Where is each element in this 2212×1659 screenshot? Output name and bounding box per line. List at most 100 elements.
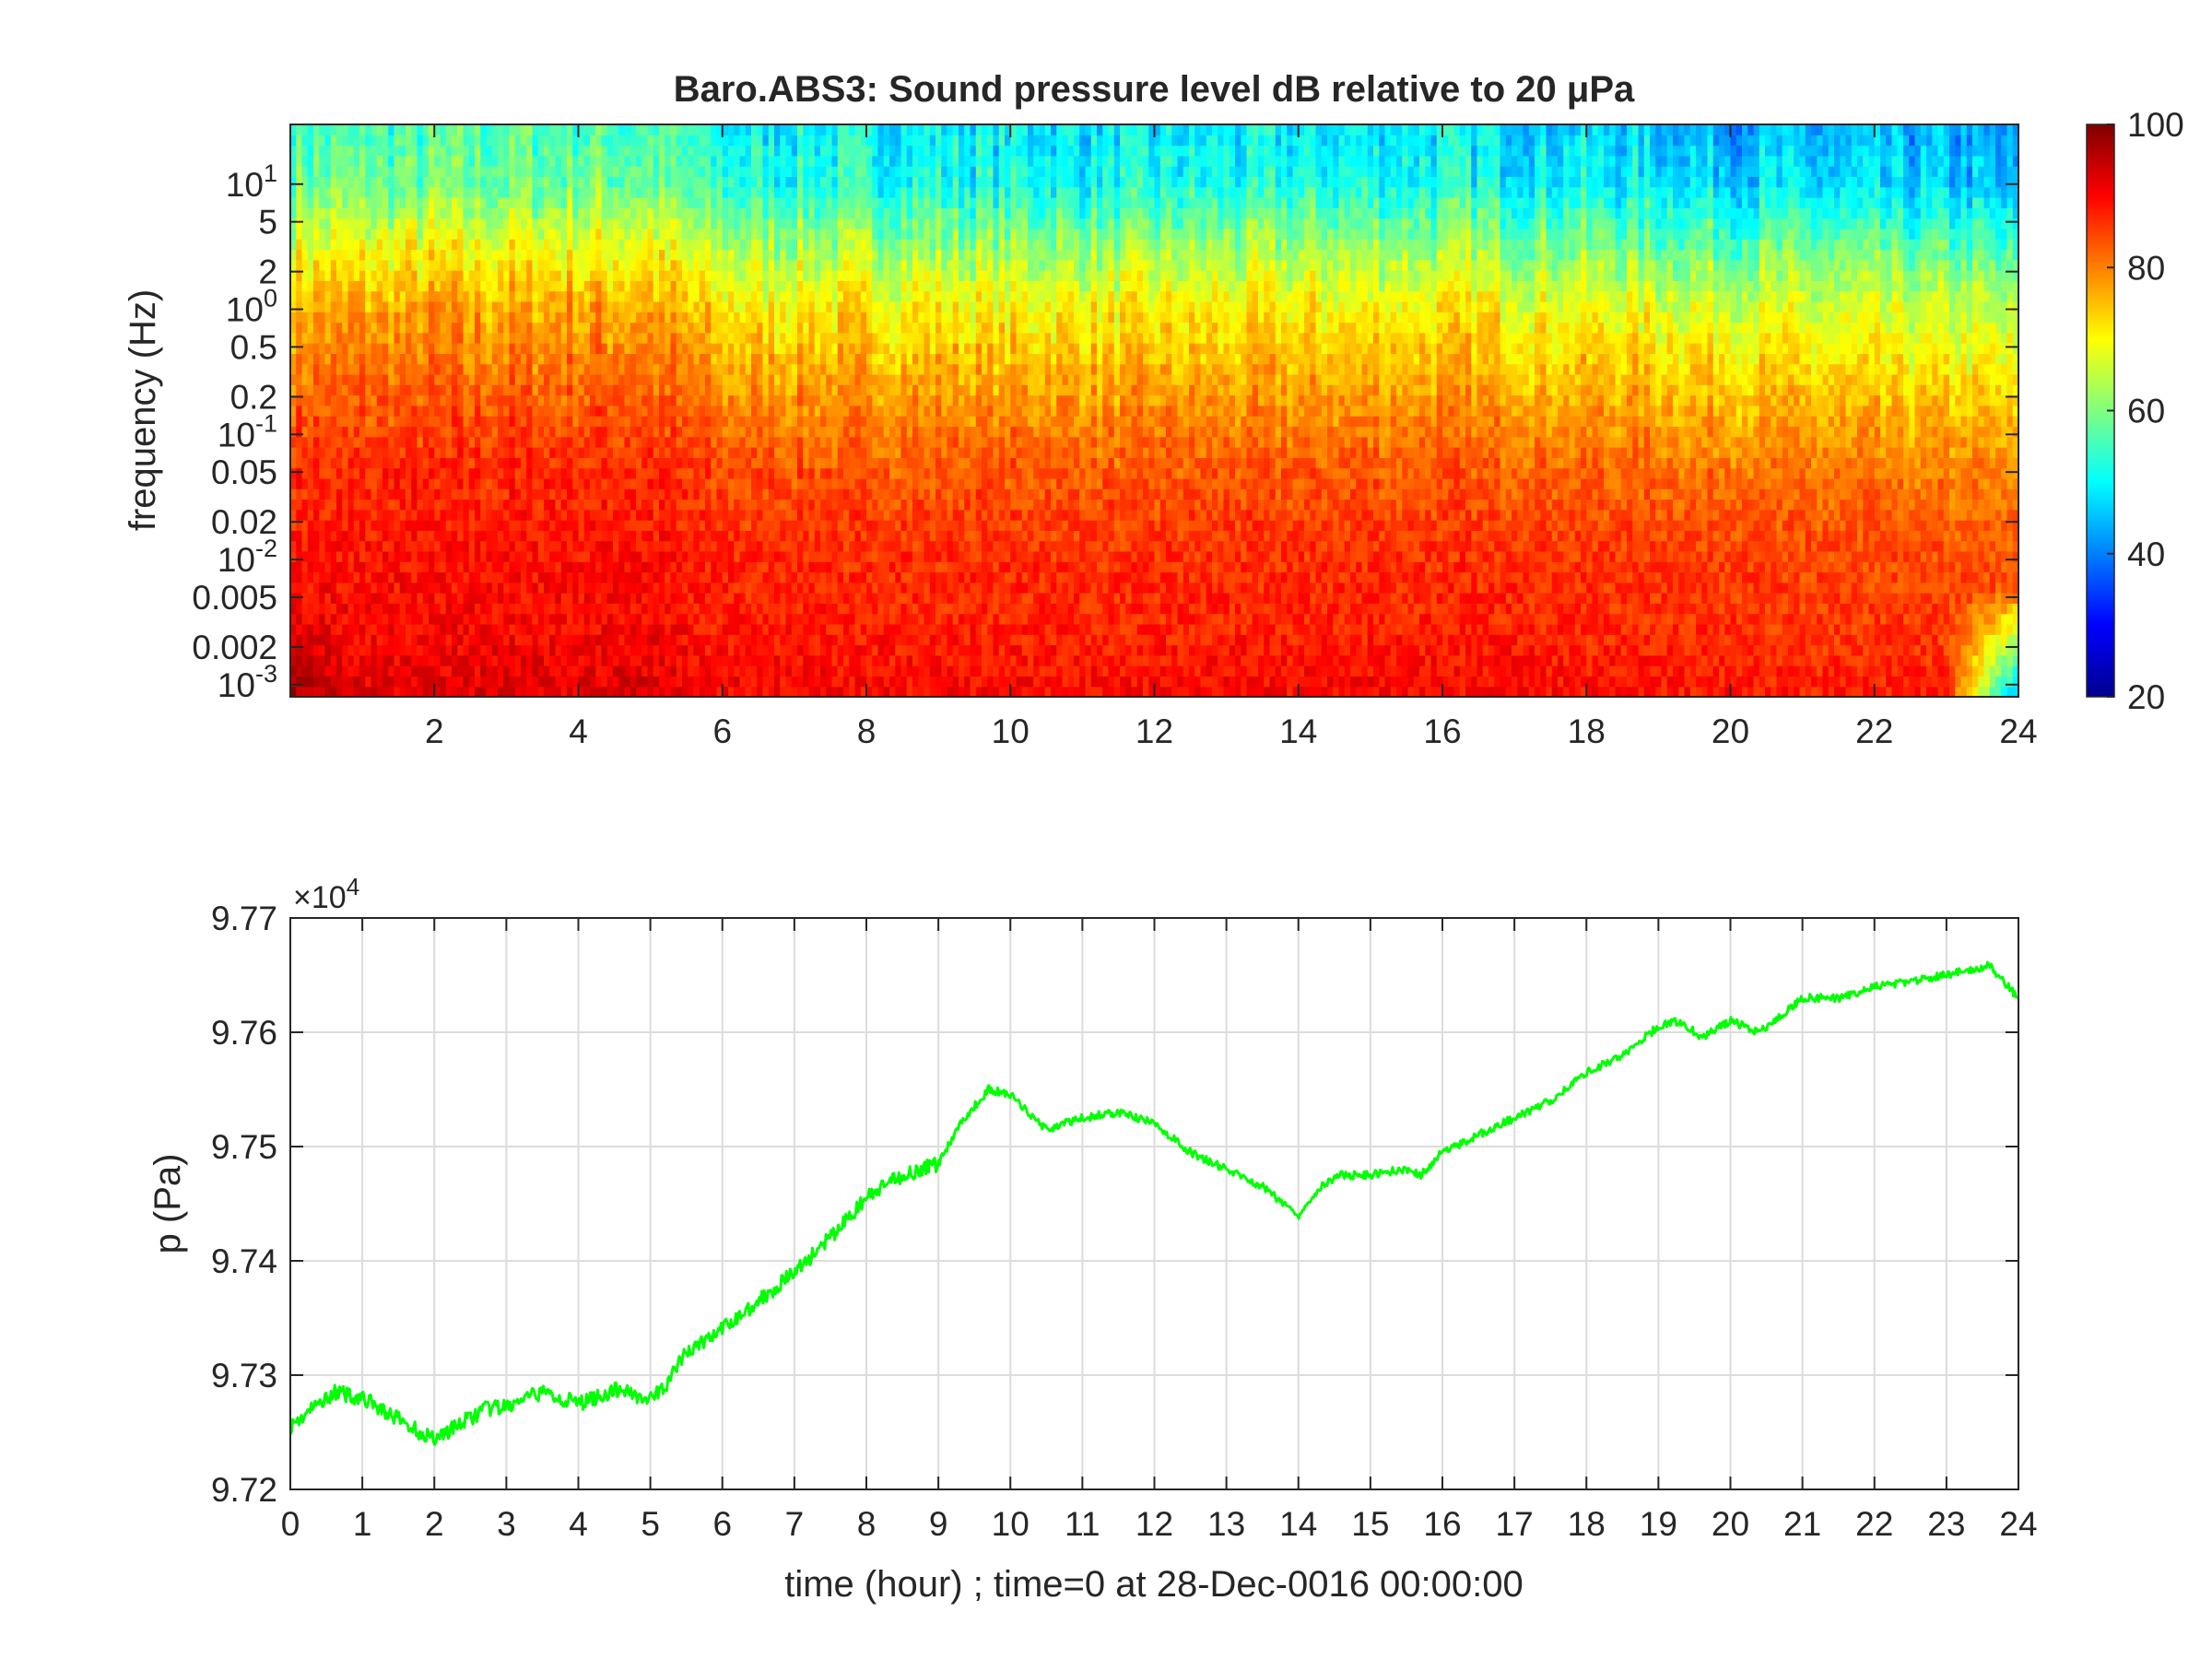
heatmap-cell bbox=[578, 343, 585, 354]
heatmap-cell bbox=[359, 477, 366, 489]
heatmap-cell bbox=[486, 343, 493, 354]
heatmap-cell bbox=[486, 530, 493, 542]
heatmap-cell bbox=[463, 520, 470, 531]
heatmap-cell bbox=[371, 290, 378, 302]
heatmap-cell bbox=[572, 332, 580, 344]
heatmap-cell bbox=[693, 509, 700, 521]
heatmap-cell bbox=[688, 145, 695, 157]
heatmap-cell bbox=[606, 228, 614, 240]
heatmap-cell bbox=[365, 665, 372, 677]
heatmap-cell bbox=[411, 550, 418, 562]
heatmap-cell bbox=[572, 280, 580, 292]
heatmap-cell bbox=[526, 654, 534, 666]
heatmap-cell bbox=[757, 259, 764, 271]
heatmap-cell bbox=[601, 447, 608, 458]
heatmap-cell bbox=[711, 394, 718, 406]
heatmap-cell bbox=[555, 623, 562, 635]
heatmap-cell bbox=[313, 447, 320, 458]
heatmap-cell bbox=[734, 623, 741, 635]
heatmap-cell bbox=[468, 353, 476, 365]
heatmap-cell bbox=[583, 312, 591, 324]
heatmap-cell bbox=[509, 249, 516, 261]
heatmap-cell bbox=[676, 280, 683, 292]
heatmap-cell bbox=[722, 603, 729, 615]
heatmap-cell bbox=[422, 176, 429, 188]
heatmap-cell bbox=[480, 593, 488, 604]
heatmap-cell bbox=[659, 373, 665, 385]
heatmap-cell bbox=[641, 166, 649, 178]
heatmap-cell bbox=[319, 207, 326, 219]
heatmap-cell bbox=[388, 561, 395, 573]
heatmap-cell bbox=[808, 520, 816, 531]
heatmap-cell bbox=[768, 249, 775, 261]
heatmap-cell bbox=[803, 457, 810, 469]
heatmap-cell bbox=[653, 300, 660, 312]
heatmap-cell bbox=[537, 166, 545, 178]
heatmap-cell bbox=[728, 218, 735, 229]
heatmap-cell bbox=[388, 686, 395, 697]
heatmap-cell bbox=[688, 416, 695, 428]
heatmap-cell bbox=[693, 300, 700, 312]
heatmap-cell bbox=[751, 353, 758, 365]
heatmap-cell bbox=[722, 186, 729, 198]
heatmap-cell bbox=[336, 467, 343, 479]
heatmap-cell bbox=[388, 300, 395, 312]
heatmap-cell bbox=[659, 571, 665, 583]
heatmap-cell bbox=[549, 426, 557, 438]
heatmap-cell bbox=[457, 571, 465, 583]
heatmap-cell bbox=[757, 686, 764, 697]
heatmap-cell bbox=[440, 218, 447, 229]
heatmap-cell bbox=[498, 499, 504, 511]
heatmap-cell bbox=[411, 270, 418, 281]
heatmap-cell bbox=[371, 550, 378, 562]
heatmap-cell bbox=[618, 300, 626, 312]
heatmap-cell bbox=[751, 135, 758, 147]
heatmap-cell bbox=[567, 249, 573, 261]
heatmap-cell bbox=[452, 530, 458, 542]
heatmap-cell bbox=[693, 207, 700, 219]
heatmap-cell bbox=[347, 405, 355, 417]
heatmap-cell bbox=[406, 676, 412, 688]
heatmap-cell bbox=[774, 550, 781, 562]
heatmap-cell bbox=[491, 509, 499, 521]
heatmap-cell bbox=[342, 394, 349, 406]
heatmap-cell bbox=[665, 166, 672, 178]
heatmap-cell bbox=[653, 613, 660, 625]
heatmap-cell bbox=[422, 665, 429, 677]
heatmap-cell bbox=[699, 228, 706, 240]
heatmap-cell bbox=[336, 520, 343, 531]
heatmap-cell bbox=[578, 520, 585, 531]
heatmap-cell bbox=[711, 363, 718, 375]
heatmap-cell bbox=[521, 488, 527, 500]
heatmap-cell bbox=[526, 363, 534, 375]
heatmap-cell bbox=[336, 124, 343, 135]
heatmap-cell bbox=[791, 457, 798, 469]
heatmap-cell bbox=[417, 228, 424, 240]
heatmap-cell bbox=[711, 603, 718, 615]
heatmap-cell bbox=[578, 613, 585, 625]
heatmap-cell bbox=[549, 405, 557, 417]
heatmap-cell bbox=[526, 124, 534, 135]
heatmap-cell bbox=[555, 186, 562, 198]
heatmap-cell bbox=[463, 509, 470, 521]
heatmap-cell bbox=[629, 436, 637, 448]
heatmap-cell bbox=[452, 520, 458, 531]
heatmap-cell bbox=[457, 561, 465, 573]
heatmap-cell bbox=[567, 197, 573, 208]
heatmap-cell bbox=[429, 488, 435, 500]
heatmap-cell bbox=[555, 613, 562, 625]
heatmap-cell bbox=[365, 561, 372, 573]
heatmap-cell bbox=[452, 634, 458, 646]
heatmap-cell bbox=[330, 654, 337, 666]
heatmap-cell bbox=[463, 155, 470, 167]
heatmap-cell bbox=[347, 197, 355, 208]
heatmap-cell bbox=[560, 249, 568, 261]
heatmap-cell bbox=[595, 561, 603, 573]
heatmap-cell bbox=[313, 239, 320, 251]
heatmap-cell bbox=[739, 457, 747, 469]
heatmap-cell bbox=[296, 394, 303, 406]
heatmap-cell bbox=[757, 416, 764, 428]
heatmap-cell bbox=[491, 416, 499, 428]
heatmap-cell bbox=[480, 394, 488, 406]
heatmap-cell bbox=[785, 509, 793, 521]
